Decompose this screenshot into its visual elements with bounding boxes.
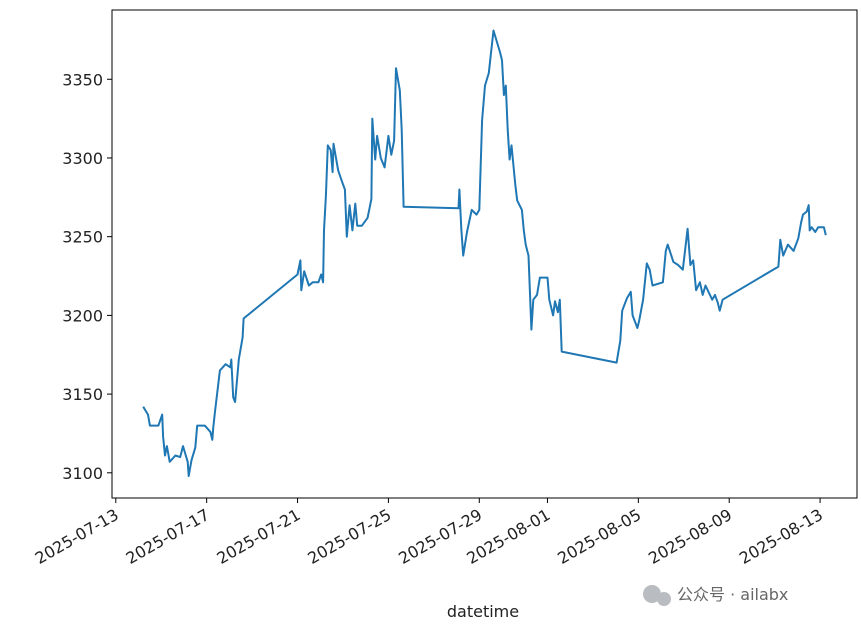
y-tick-label: 3200 xyxy=(62,306,103,325)
y-tick-label: 3350 xyxy=(62,70,103,89)
y-tick-label: 3300 xyxy=(62,149,103,168)
y-tick-label: 3100 xyxy=(62,464,103,483)
watermark-icon xyxy=(643,585,671,606)
plot-frame xyxy=(111,9,858,499)
x-axis-label: datetime xyxy=(447,602,519,621)
y-tick-label: 3250 xyxy=(62,228,103,247)
watermark: 公众号 · ailabx xyxy=(677,585,788,604)
y-tick-label: 3150 xyxy=(62,385,103,404)
line xyxy=(142,29,827,477)
